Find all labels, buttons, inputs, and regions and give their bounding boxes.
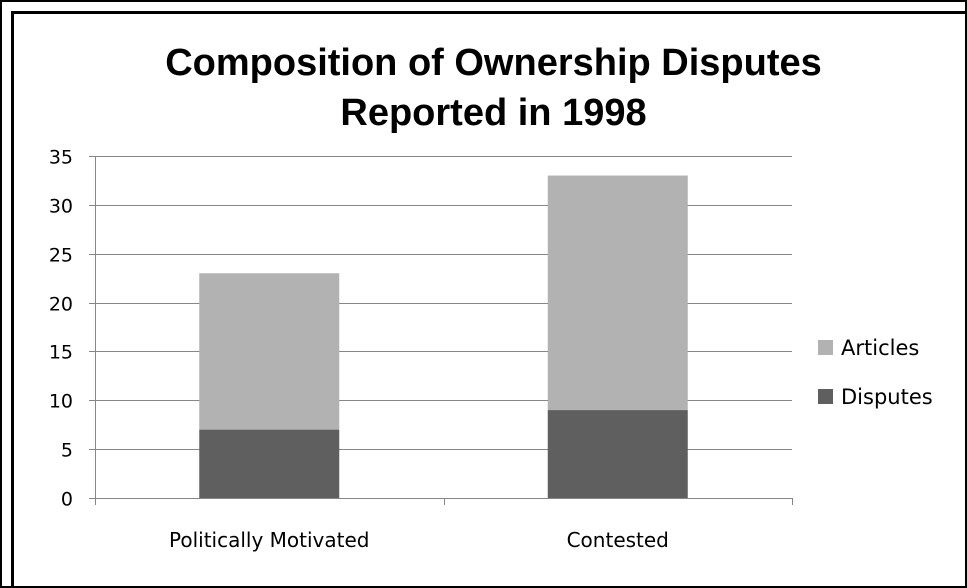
legend-swatch [818,340,833,355]
legend-swatch [818,389,833,404]
x-category-label: Politically Motivated [169,528,369,552]
bar-articles [547,175,688,411]
y-tick-label: 20 [49,294,73,316]
y-tick-label: 0 [61,489,73,511]
legend-label: Disputes [841,385,933,409]
chart-title: Composition of Ownership Disputes Report… [0,38,967,138]
chart-title-line-2: Reported in 1998 [340,92,647,134]
y-tick-label: 30 [49,196,73,218]
y-tick-label: 5 [61,440,73,462]
legend-label: Articles [841,336,919,360]
bar-disputes [547,410,688,498]
axes [89,156,793,505]
y-tick-label: 10 [49,391,73,413]
y-tick-label: 35 [49,147,73,169]
y-tick-label: 15 [49,342,73,364]
y-tick-labels: 0 5 10 15 20 25 30 35 [49,147,73,511]
x-category-label: Contested [567,528,669,552]
bar-disputes [199,429,340,498]
x-category-labels: Politically Motivated Contested [169,528,669,552]
bar-articles [199,273,340,430]
chart-area-border [11,11,965,586]
y-tick-label: 25 [49,245,73,267]
chart-title-line-1: Composition of Ownership Disputes [165,42,822,84]
legend: Articles Disputes [818,336,933,409]
bars [199,175,688,498]
